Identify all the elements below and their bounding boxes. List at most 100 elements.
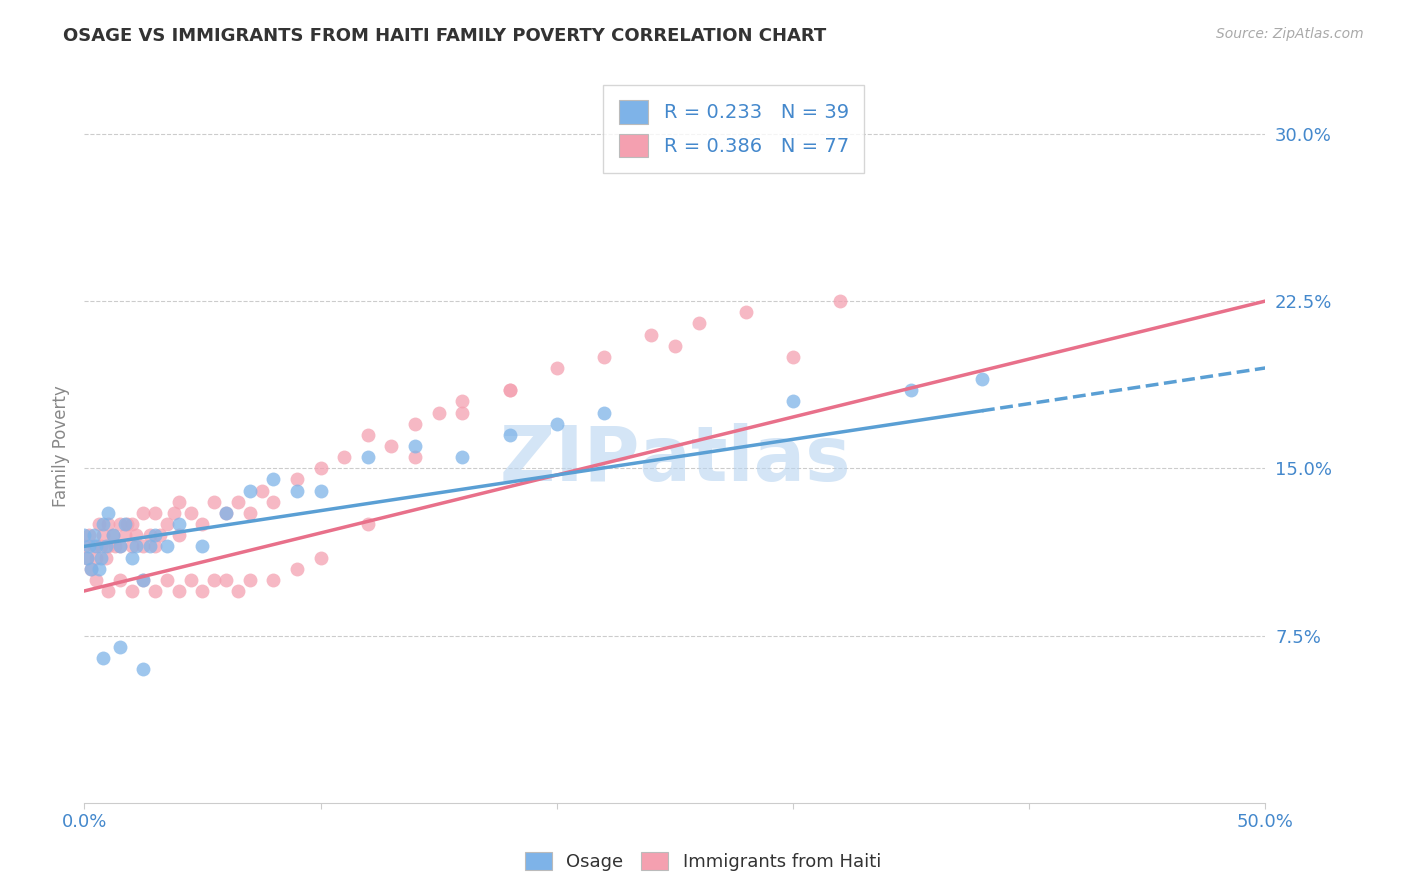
Point — [239, 506, 262, 520]
Point — [215, 506, 238, 520]
Point — [94, 539, 117, 553]
Point — [202, 573, 225, 587]
Point — [143, 539, 166, 553]
Point — [180, 506, 202, 520]
Point — [84, 573, 107, 587]
Point — [285, 483, 308, 498]
Point — [80, 562, 103, 576]
Point — [84, 539, 107, 553]
Point — [451, 394, 474, 409]
Point — [132, 539, 155, 553]
Point — [91, 651, 114, 665]
Point — [108, 539, 131, 553]
Point — [782, 350, 804, 364]
Point — [180, 573, 202, 587]
Point — [202, 494, 225, 508]
Point — [782, 394, 804, 409]
Point — [94, 550, 117, 565]
Point — [121, 516, 143, 531]
Point — [498, 384, 520, 398]
Point — [262, 473, 284, 487]
Point — [900, 384, 922, 398]
Point — [404, 439, 426, 453]
Point — [101, 528, 124, 542]
Point — [427, 405, 450, 419]
Point — [156, 573, 179, 587]
Point — [191, 539, 214, 553]
Point — [498, 427, 520, 442]
Point — [108, 640, 131, 654]
Point — [191, 516, 214, 531]
Point — [156, 539, 179, 553]
Point — [239, 573, 262, 587]
Point — [191, 583, 214, 598]
Point — [115, 516, 138, 531]
Point — [73, 539, 96, 553]
Point — [226, 494, 249, 508]
Point — [132, 573, 155, 587]
Point — [309, 461, 332, 475]
Point — [546, 417, 568, 431]
Point — [970, 372, 993, 386]
Point — [125, 539, 148, 553]
Point — [215, 506, 238, 520]
Point — [143, 583, 166, 598]
Point — [114, 516, 136, 531]
Point — [215, 573, 238, 587]
Point — [143, 528, 166, 542]
Point — [239, 483, 262, 498]
Point — [121, 539, 143, 553]
Point — [83, 539, 105, 553]
Point — [87, 516, 110, 531]
Point — [357, 516, 380, 531]
Point — [404, 417, 426, 431]
Point — [262, 494, 284, 508]
Point — [226, 583, 249, 598]
Point — [285, 473, 308, 487]
Point — [97, 516, 120, 531]
Legend: R = 0.233   N = 39, R = 0.386   N = 77: R = 0.233 N = 39, R = 0.386 N = 77 — [603, 85, 865, 173]
Point — [108, 539, 131, 553]
Point — [87, 562, 110, 576]
Point — [132, 573, 155, 587]
Point — [830, 293, 852, 308]
Point — [121, 550, 143, 565]
Point — [163, 506, 186, 520]
Point — [593, 405, 616, 419]
Legend: Osage, Immigrants from Haiti: Osage, Immigrants from Haiti — [517, 845, 889, 879]
Point — [76, 550, 98, 565]
Point — [91, 516, 114, 531]
Point — [97, 583, 120, 598]
Point — [357, 427, 380, 442]
Point — [77, 528, 100, 542]
Point — [451, 405, 474, 419]
Point — [84, 550, 107, 565]
Point — [80, 562, 103, 576]
Point — [77, 539, 100, 553]
Point — [593, 350, 616, 364]
Text: Source: ZipAtlas.com: Source: ZipAtlas.com — [1216, 27, 1364, 41]
Point — [149, 528, 172, 542]
Point — [108, 573, 131, 587]
Text: OSAGE VS IMMIGRANTS FROM HAITI FAMILY POVERTY CORRELATION CHART: OSAGE VS IMMIGRANTS FROM HAITI FAMILY PO… — [63, 27, 827, 45]
Point — [143, 506, 166, 520]
Point — [139, 539, 162, 553]
Point — [167, 528, 190, 542]
Point — [167, 516, 190, 531]
Point — [76, 550, 98, 565]
Point — [90, 539, 112, 553]
Point — [125, 528, 148, 542]
Point — [734, 305, 756, 319]
Text: ZIP​atlas: ZIP​atlas — [499, 424, 851, 497]
Point — [97, 539, 120, 553]
Point — [132, 506, 155, 520]
Point — [167, 583, 190, 598]
Point — [91, 528, 114, 542]
Point — [114, 528, 136, 542]
Point — [285, 562, 308, 576]
Point — [546, 360, 568, 375]
Point — [262, 573, 284, 587]
Point — [97, 506, 120, 520]
Point — [121, 583, 143, 598]
Point — [83, 528, 105, 542]
